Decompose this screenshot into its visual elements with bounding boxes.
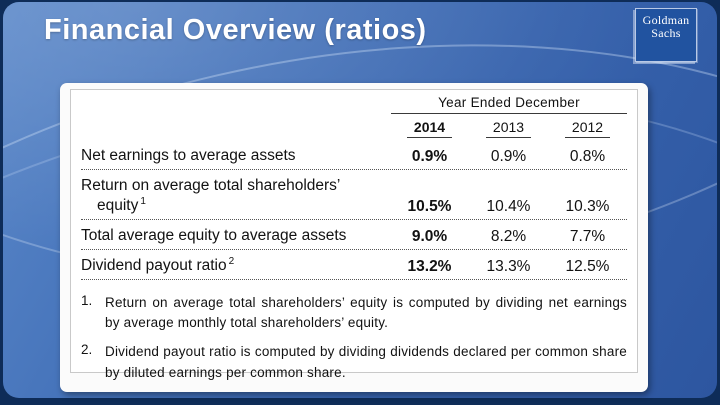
- year-column-header-2012: 2012: [548, 119, 627, 138]
- year-column-header-2013: 2013: [469, 119, 548, 138]
- row-value-2012: 12.5%: [565, 257, 610, 275]
- table-row-net-earnings: Net earnings to average assets 0.9% 0.9%…: [81, 140, 627, 170]
- row-value-2013: 10.4%: [486, 197, 531, 215]
- row-label: Total average equity to average assets: [81, 226, 347, 244]
- year-ended-december-header: Year Ended December: [391, 95, 627, 114]
- footnote-item-2: 2. Dividend payout ratio is computed by …: [81, 342, 627, 383]
- footnote-item-1: 1. Return on average total shareholders’…: [81, 293, 627, 334]
- row-value-2014: 9.0%: [411, 227, 448, 245]
- row-value-2012: 10.3%: [565, 197, 610, 215]
- footnote-number: 1.: [81, 292, 93, 308]
- row-value-2013: 8.2%: [490, 227, 527, 245]
- footnote-text: Dividend payout ratio is computed by div…: [105, 344, 627, 380]
- row-label: Return on average total shareholders’ eq…: [81, 176, 340, 214]
- row-value-2014: 10.5%: [407, 197, 452, 215]
- footnote-text: Return on average total shareholders’ eq…: [105, 294, 627, 331]
- row-value-2014: 0.9%: [411, 147, 448, 165]
- table-row-dividend-payout: Dividend payout ratio 2 13.2% 13.3% 12.5%: [81, 250, 627, 280]
- table-row-return-on-equity: Return on average total shareholders’ eq…: [81, 170, 627, 220]
- row-value-2014: 13.2%: [407, 257, 452, 275]
- year-header-row: 2014 2013 2012: [81, 114, 627, 140]
- row-value-2012: 7.7%: [569, 227, 606, 245]
- footnote-marker: 2: [228, 255, 235, 267]
- table-row-total-average-equity: Total average equity to average assets 9…: [81, 220, 627, 250]
- table-header-group-row: Year Ended December: [81, 95, 627, 114]
- footnote-marker: 1: [140, 195, 146, 207]
- row-label: Net earnings to average assets: [81, 147, 296, 165]
- ratios-table-scan: Year Ended December 2014 2013 2012 Net e…: [70, 89, 638, 380]
- row-label: Dividend payout ratio 2: [81, 255, 235, 274]
- content-panel: Year Ended December 2014 2013 2012 Net e…: [60, 83, 648, 392]
- goldman-sachs-logo: Goldman Sachs: [635, 8, 697, 62]
- slide-title: Financial Overview (ratios): [44, 14, 427, 46]
- footnotes: 1. Return on average total shareholders’…: [81, 293, 627, 383]
- row-value-2013: 13.3%: [486, 257, 531, 275]
- footnote-number: 2.: [81, 342, 93, 358]
- logo-text-goldman: Goldman: [642, 13, 690, 27]
- year-column-header-2014: 2014: [390, 119, 469, 138]
- logo-text-sachs: Sachs: [651, 26, 681, 40]
- row-value-2013: 0.9%: [490, 147, 527, 165]
- row-value-2012: 0.8%: [569, 147, 606, 165]
